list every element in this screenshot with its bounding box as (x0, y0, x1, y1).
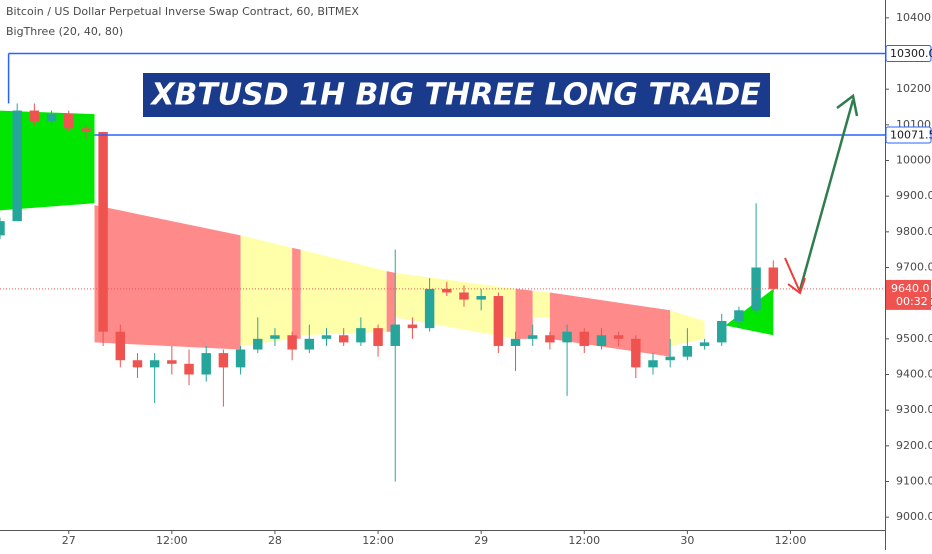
candle-body (29, 110, 40, 122)
axes: 9000.09100.09200.09300.09400.09500.09600… (62, 11, 932, 547)
candle-body (527, 335, 538, 339)
ribbon-area (292, 247, 301, 339)
candle-body (149, 360, 160, 368)
y-tick-label: 10200.0 (896, 82, 932, 95)
candle-body (167, 360, 177, 364)
candle-body (493, 296, 504, 346)
candle-body (390, 324, 400, 346)
candle-body (64, 114, 74, 129)
chart-title: Bitcoin / US Dollar Perpetual Inverse Sw… (6, 5, 359, 18)
candle-body (596, 335, 607, 346)
candle-body (579, 331, 589, 346)
candle-body (132, 360, 143, 368)
ribbon-area (300, 249, 387, 336)
y-tick-label: 9800.0 (896, 225, 932, 238)
candle-body (270, 335, 280, 339)
candle-body (510, 338, 521, 346)
candle-body (287, 335, 297, 350)
drawing-arrows (784, 93, 859, 295)
x-tick-label: 12:00 (775, 534, 807, 547)
candle-body (717, 320, 727, 343)
price-label: 10071.5 (890, 128, 932, 141)
last-price-box (886, 279, 931, 310)
candle-body (442, 288, 452, 293)
candle-body (304, 338, 315, 350)
red-arrow-head (787, 277, 806, 295)
candle-body (218, 353, 229, 368)
y-tick-label: 10000.0 (896, 153, 932, 166)
ribbon-area (515, 288, 533, 339)
banner-text: XBTUSD 1H BIG THREE LONG TRADE (149, 78, 761, 113)
candle-body (81, 128, 91, 132)
ribbon-area (0, 110, 95, 211)
candle-body (734, 310, 744, 321)
candle-body (46, 114, 57, 122)
candle-body (699, 342, 710, 346)
y-tick-label: 10400.0 (896, 11, 932, 24)
last-price-label: 9640.0 (891, 282, 930, 295)
ribbon-area (94, 205, 241, 350)
candle-body (545, 335, 555, 343)
y-tick-label: 9500.0 (896, 332, 932, 345)
candle-body (424, 288, 435, 329)
x-tick-label: 29 (474, 534, 488, 547)
candle-body (648, 360, 658, 368)
price-label-box (885, 126, 932, 144)
candle-body (253, 338, 263, 350)
x-tick-label: 12:00 (156, 534, 188, 547)
ribbon-area (532, 290, 550, 318)
candle-body (338, 335, 349, 343)
plot-area (0, 52, 885, 482)
candle-body (235, 349, 246, 368)
y-tick-label: 9100.0 (896, 474, 932, 487)
y-tick-label: 9300.0 (896, 403, 932, 416)
candle-body (321, 335, 332, 339)
price-label-box (885, 44, 932, 62)
y-tick-label: 9900.0 (896, 189, 932, 202)
banner-box (143, 73, 770, 117)
candle-body (373, 328, 383, 346)
candle-body (356, 328, 366, 343)
y-tick-label: 9400.0 (896, 367, 932, 380)
y-tick-label: 9000.0 (896, 510, 932, 523)
green-arrow-head (836, 93, 859, 117)
candle-body (613, 335, 624, 339)
x-tick-label: 27 (62, 534, 76, 547)
green-arrow (798, 99, 855, 291)
candle-body (631, 338, 641, 368)
candle-body (407, 324, 418, 329)
x-tick-label: 28 (268, 534, 282, 547)
candle-body (115, 331, 126, 361)
candle-body (201, 353, 211, 375)
candle-body (459, 292, 469, 300)
x-tick-label: 30 (680, 534, 694, 547)
candle-body (98, 131, 108, 332)
x-tick-label: 12:00 (568, 534, 600, 547)
candle-body (12, 110, 22, 222)
y-tick-label: 9200.0 (896, 439, 932, 452)
countdown-label: 00:32 (896, 295, 928, 308)
price-label: 10300.0 (890, 47, 932, 60)
candle-body (476, 296, 486, 300)
candle-body (768, 267, 779, 289)
red-arrow (784, 257, 801, 293)
x-tick-label: 12:00 (362, 534, 394, 547)
candle-body (0, 221, 5, 236)
ribbon-area (386, 271, 396, 332)
indicator-label: BigThree (20, 40, 80) (6, 25, 123, 38)
y-tick-label: 9700.0 (896, 260, 932, 273)
candle-body (665, 356, 675, 361)
candle-body (562, 331, 572, 343)
candle-body (682, 345, 693, 357)
candle-body (184, 363, 194, 375)
ribbon-area (240, 235, 293, 346)
